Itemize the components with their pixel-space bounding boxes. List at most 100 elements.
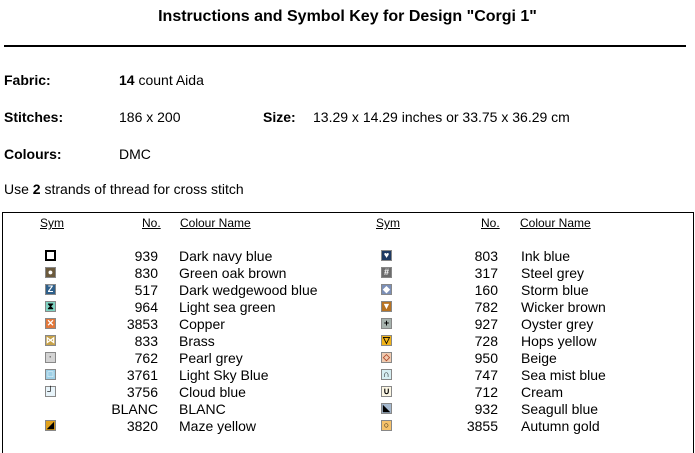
table-row: ⧗ 964 Light sea green [0, 299, 695, 316]
plus-on-grey-icon: + [381, 318, 392, 329]
strands-instruction: Use 2 strands of thread for cross stitch [4, 181, 244, 197]
colour-number: 833 [134, 333, 158, 349]
table-row: ◣ 932 Seagull blue [0, 401, 695, 418]
colour-name: Ink blue [521, 248, 571, 264]
stitches-label: Stitches: [4, 109, 64, 125]
colour-name: Seagull blue [521, 401, 599, 417]
colour-number: 939 [134, 248, 158, 264]
colours-label: Colours: [4, 146, 62, 162]
arch-on-mist-icon: ∩ [381, 369, 392, 380]
colour-number: 932 [474, 401, 498, 417]
size-value: 13.29 x 14.29 inches or 33.75 x 36.29 cm [313, 109, 570, 125]
colour-name: Steel grey [521, 265, 585, 281]
colour-name: Dark wedgewood blue [179, 282, 318, 298]
circle-on-gold-icon: ○ [381, 420, 392, 431]
bowtie-icon: ⋈ [45, 335, 56, 346]
table-row: ⋈ 833 Brass [0, 333, 695, 350]
table-row: ◇ 950 Beige [0, 350, 695, 367]
table-row: ♥ 803 Ink blue [0, 248, 695, 265]
triangle-on-blue-icon: ◣ [381, 403, 392, 414]
colour-number: 3855 [466, 418, 498, 434]
diamond-on-beige-icon: ◇ [381, 352, 392, 363]
colour-number: 927 [474, 316, 498, 332]
colour-name: Sea mist blue [521, 367, 606, 383]
colour-number: 3756 [126, 384, 158, 400]
triangle-on-brown-icon: ▼ [381, 301, 392, 312]
colour-name: Hops yellow [521, 333, 597, 349]
square-on-skyblue-icon: □ [45, 369, 56, 380]
hourglass-icon: ⧗ [45, 301, 56, 312]
fabric-value: 14 count Aida [119, 72, 204, 88]
colour-name: Storm blue [521, 282, 589, 298]
table-row: □ 3761 Light Sky Blue [0, 367, 695, 384]
table-row: ✕ 3853 Copper [0, 316, 695, 333]
table-row: Z 517 Dark wedgewood blue [0, 282, 695, 299]
colour-number: 160 [474, 282, 498, 298]
colour-number: 712 [474, 384, 498, 400]
hash-on-grey-icon: # [381, 267, 392, 278]
colour-number: 728 [474, 333, 498, 349]
fabric-text: count Aida [134, 72, 204, 88]
right-sym-header: Sym [376, 216, 400, 230]
colour-name: Dark navy blue [179, 248, 273, 264]
colour-name: Maze yellow [179, 418, 257, 434]
colour-name: Light sea green [179, 299, 276, 315]
colour-number: 950 [474, 350, 498, 366]
x-on-orange-icon: ✕ [45, 318, 56, 329]
colour-number: 3853 [126, 316, 158, 332]
hollow-square-icon [45, 250, 56, 261]
left-no-header: No. [142, 216, 161, 230]
colour-number: 317 [474, 265, 498, 281]
colour-number: 517 [134, 282, 158, 298]
colour-name: Autumn gold [521, 418, 600, 434]
colour-number: 747 [474, 367, 498, 383]
fabric-count: 14 [119, 72, 135, 88]
table-row: ∪ 712 Cream [0, 384, 695, 401]
table-row: +927 Oyster grey [0, 316, 695, 333]
page-title: Instructions and Symbol Key for Design "… [158, 8, 537, 25]
left-sym-header: Sym [40, 216, 64, 230]
z-on-blue-icon: Z [45, 284, 56, 295]
table-row: 939 Dark navy blue [0, 248, 695, 265]
table-row: ▼ 782 Wicker brown [0, 299, 695, 316]
right-no-header: No. [481, 216, 500, 230]
triangle-on-yellow-icon: ◢ [45, 420, 56, 431]
colour-name: Beige [521, 350, 557, 366]
colour-number: 964 [134, 299, 158, 315]
circle-on-brown-icon: ● [45, 267, 56, 278]
dot-on-grey-icon: · [45, 352, 56, 363]
triangle-on-yellow-icon: ▽ [381, 335, 392, 346]
fabric-label: Fabric: [4, 72, 51, 88]
table-row: ┘ 3756 Cloud blue [0, 384, 695, 401]
left-name-header: Colour Name [180, 216, 251, 230]
stitches-value: 186 x 200 [119, 109, 181, 125]
corner-icon: ┘ [45, 386, 56, 397]
title-underline [4, 45, 686, 47]
colour-name: Pearl grey [179, 350, 243, 366]
colour-number: 3761 [126, 367, 158, 383]
colour-name: Cream [521, 384, 564, 400]
colour-number: 803 [474, 248, 498, 264]
colour-name: Brass [179, 333, 215, 349]
diamond-on-blue-icon: ◆ [381, 284, 392, 295]
colour-name: BLANC [179, 401, 226, 417]
table-row: #317 Steel grey [0, 265, 695, 282]
table-row: ▽ 728 Hops yellow [0, 333, 695, 350]
colours-value: DMC [119, 146, 151, 162]
colour-name: Wicker brown [521, 299, 606, 315]
strands-pre: Use [4, 181, 33, 197]
colour-number: 762 [134, 350, 158, 366]
colour-name: Copper [179, 316, 225, 332]
table-row: ◢ 3820 Maze yellow [0, 418, 695, 435]
table-row: BLANC BLANC [0, 401, 695, 418]
heart-on-navy-icon: ♥ [381, 250, 392, 261]
colour-name: Light Sky Blue [179, 367, 269, 383]
cup-on-cream-icon: ∪ [381, 386, 392, 397]
strands-post: strands of thread for cross stitch [40, 181, 244, 197]
colour-name: Cloud blue [179, 384, 246, 400]
symbol-key-table [2, 212, 694, 453]
table-row: ∩ 747 Sea mist blue [0, 367, 695, 384]
colour-name: Green oak brown [179, 265, 287, 281]
size-label: Size: [263, 109, 296, 125]
colour-number: BLANC [111, 401, 158, 417]
